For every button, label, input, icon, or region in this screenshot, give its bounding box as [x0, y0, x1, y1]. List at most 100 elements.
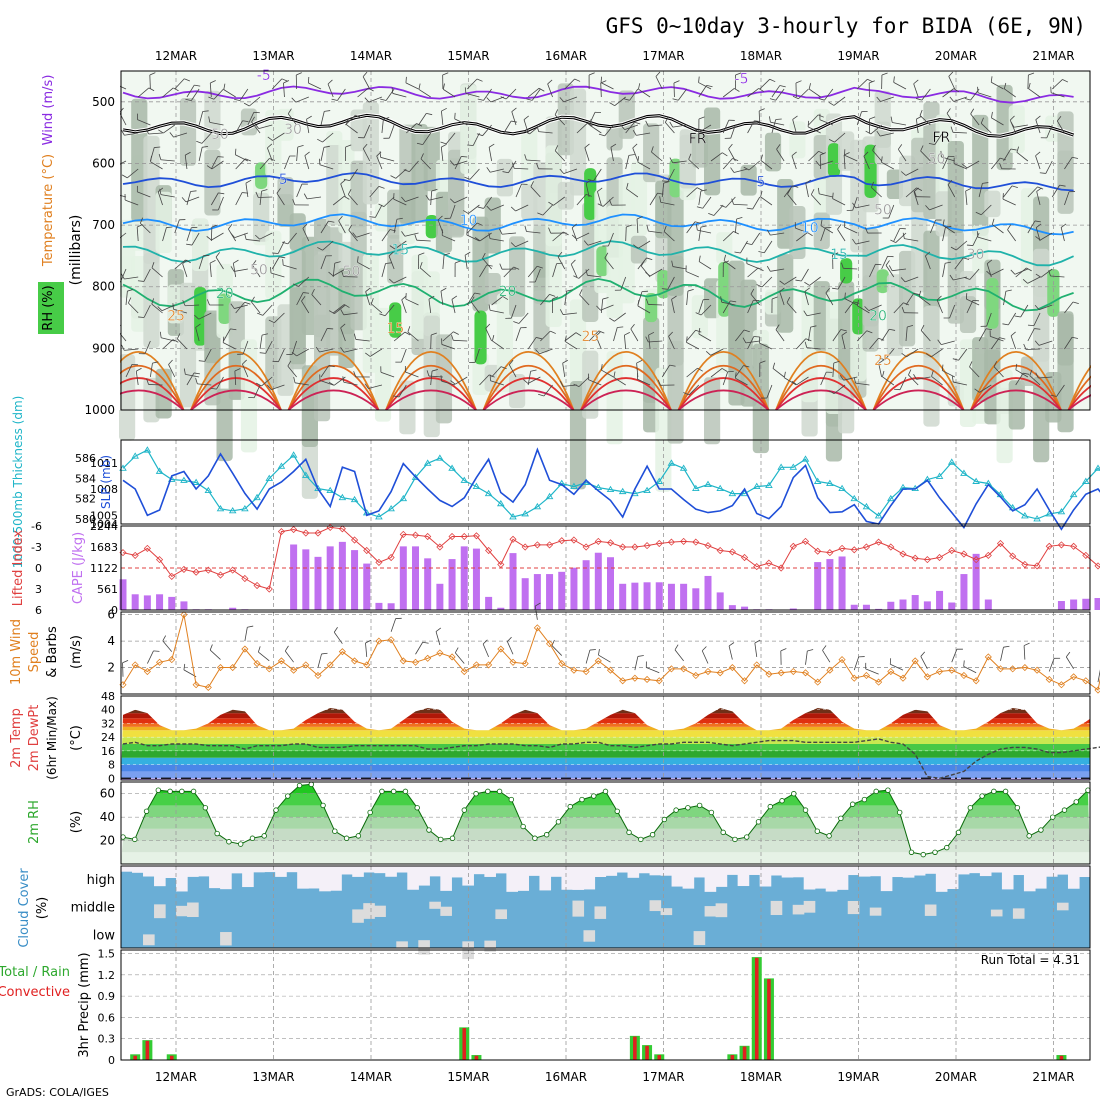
wind-barb	[725, 196, 736, 208]
thickness-marker	[826, 479, 834, 486]
wind-barb-flag	[340, 179, 346, 185]
wind-barb	[1064, 337, 1073, 350]
wind-barb-flag	[969, 361, 973, 368]
wind-barb	[881, 256, 888, 270]
lifted-index-marker	[545, 541, 554, 549]
wind-barb-flag	[626, 182, 629, 189]
lifted-index-marker	[972, 556, 980, 564]
wind-barb	[881, 329, 890, 342]
cloud-high-clear	[440, 866, 452, 891]
wind-barb	[483, 196, 492, 209]
wind-barb	[931, 376, 943, 386]
temp-band	[121, 713, 1090, 719]
cloud-high-clear	[495, 866, 507, 874]
wind-barb	[527, 265, 538, 278]
wind-barb-flag	[916, 187, 923, 191]
wind-axis-label-3: & Barbs	[45, 626, 60, 678]
wind-speed-marker	[570, 666, 578, 674]
wind-speed-marker	[180, 611, 188, 619]
isotherm-arc	[385, 365, 477, 411]
cape-bar	[326, 546, 334, 610]
wind-barb	[270, 272, 285, 278]
wind-barb	[713, 204, 724, 216]
wind-barb	[234, 304, 248, 309]
wind-barb	[453, 160, 468, 166]
wind-barb-flag	[632, 130, 637, 136]
wind-barb-flag	[211, 224, 218, 228]
cloud-high-clear	[1045, 866, 1058, 877]
pressure-tick-label: 700	[92, 218, 115, 232]
cloud-high-clear	[825, 866, 838, 892]
cape-bar	[1094, 598, 1100, 610]
wind-barb	[523, 119, 529, 134]
wind-barb	[949, 304, 956, 319]
wind-barb	[198, 255, 204, 270]
wind-barb-flag	[182, 300, 186, 306]
wind-barb-flag	[523, 115, 529, 120]
wind-barb-flag	[311, 288, 315, 295]
rh-marker	[1002, 788, 1009, 795]
wind-barb	[298, 276, 310, 287]
wind-barb-flag	[1034, 328, 1041, 330]
lifted-index-marker	[485, 546, 493, 555]
wind-barb	[700, 304, 712, 316]
wind-barb	[322, 240, 334, 251]
wind-barb	[401, 299, 407, 314]
wind-barb-flag	[878, 337, 885, 341]
wind-barb	[301, 300, 310, 314]
cloud-high-clear	[627, 866, 640, 878]
pressure-tick-label: 1000	[84, 403, 115, 417]
cloud-high-clear	[132, 866, 144, 873]
wind-speed-marker	[241, 645, 249, 653]
wind-barb	[547, 83, 553, 98]
contour-label: 15	[830, 247, 848, 263]
thickness-tick-label: 582	[75, 493, 96, 506]
wind-barb-flag	[583, 240, 589, 246]
cloud-high-clear	[1056, 866, 1069, 875]
rh-cell	[972, 224, 989, 274]
wind-barb	[161, 304, 175, 312]
thickness-marker	[947, 458, 956, 465]
thickness-axis-label: 1000-500mb Thickness (dm)	[11, 396, 25, 569]
temp-band	[121, 718, 1090, 724]
wind-barb-flag	[913, 190, 917, 197]
wind-barb	[671, 299, 675, 314]
cape-bar	[387, 603, 395, 610]
cloud-high-clear	[517, 866, 530, 891]
wind-barb-flag	[230, 303, 235, 309]
cloud-high-clear	[187, 866, 199, 877]
temp-tick-label: 8	[108, 759, 115, 772]
lifted-index-marker	[655, 539, 663, 548]
wind-barb-flag	[244, 301, 251, 305]
thickness-marker	[643, 486, 651, 494]
wind-barb-flag	[431, 369, 438, 372]
wind-barb-flag	[474, 292, 481, 295]
wind-barb	[819, 160, 834, 166]
wind-barb-flag	[698, 76, 700, 83]
thickness-marker	[1069, 490, 1078, 498]
cape-tick-label: 1122	[90, 562, 118, 575]
wind-barb	[482, 643, 489, 658]
wind-barb-flag	[783, 371, 786, 378]
wind-barb-flag	[669, 121, 674, 128]
wind-barb-flag	[442, 83, 445, 90]
rh-marker	[332, 828, 338, 834]
wind-barb	[174, 259, 186, 270]
rh-cell	[521, 128, 538, 188]
rh-cell	[374, 307, 392, 422]
thickness-marker	[399, 494, 408, 502]
wind-barb-flag	[700, 225, 707, 228]
rh-marker	[626, 829, 632, 836]
isotherm-arc	[580, 377, 672, 411]
wind-barb-flag	[970, 108, 975, 115]
thickness-marker	[484, 489, 493, 497]
wind-barb	[483, 88, 492, 101]
wind-barb-flag	[193, 372, 201, 375]
cloud-high-clear	[748, 866, 761, 875]
rh-marker	[343, 835, 350, 841]
wind-barb-flag	[230, 328, 237, 331]
wind-barb-flag	[209, 644, 213, 651]
wind-speed-marker	[594, 657, 602, 665]
wind-barb	[613, 327, 618, 342]
cloud-middle-clear	[1012, 908, 1025, 919]
